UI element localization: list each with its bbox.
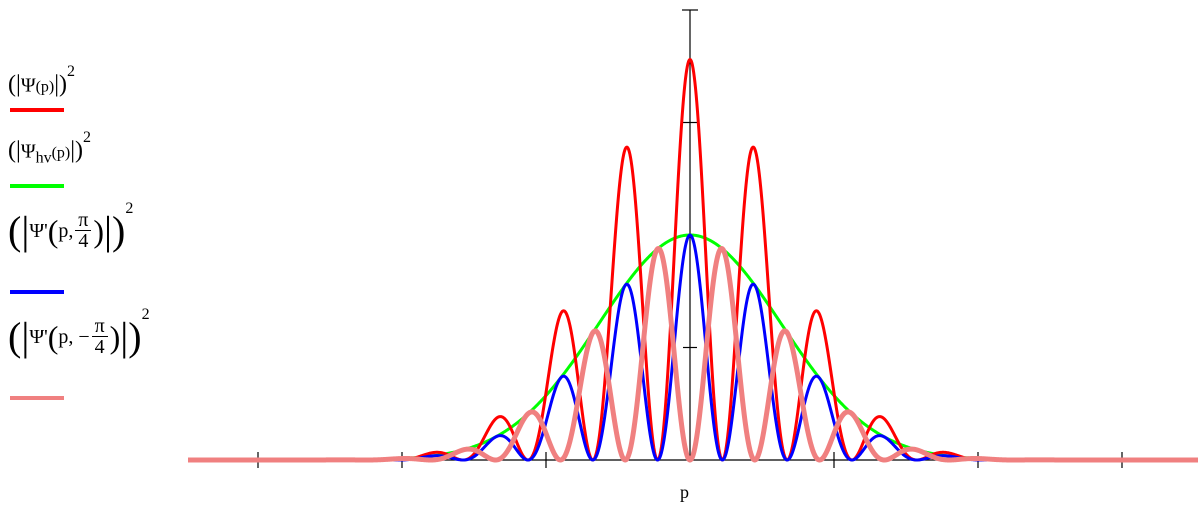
series-line-psi-prime-minus: [186, 245, 1198, 463]
legend-psi-symbol: Ψ: [20, 140, 36, 163]
curves: [186, 58, 1198, 463]
legend-entry-psi-prime-minus: (| Ψ'(p, − π 4 ) |) 2: [8, 305, 150, 359]
legend-swatch-blue: [10, 290, 64, 294]
legend-psi-subscript: hv: [35, 149, 52, 167]
legend-swatch-pink: [10, 396, 64, 400]
legend-frac-num: π: [78, 209, 89, 231]
legend-psi-symbol: Ψ': [29, 219, 48, 242]
legend-psi-arg: (p): [35, 78, 55, 96]
series-line-psi: [187, 58, 1198, 462]
legend-entry-psi: (|Ψ(p)|)2: [8, 63, 76, 98]
legend-swatch-green: [10, 184, 64, 188]
legend-psi-arg: (p): [51, 144, 71, 162]
legend-entry-psi-prime-plus: (| Ψ'(p, π 4 ) |) 2: [8, 199, 134, 253]
x-axis-label: p: [680, 482, 689, 502]
legend-frac-den: 4: [78, 230, 89, 252]
legend-exponent: 2: [83, 129, 92, 146]
legend-exponent: 2: [141, 305, 150, 323]
legend-psi-symbol: Ψ: [20, 74, 36, 97]
legend-entry-psi-hv: (|Ψhv(p)|)2: [8, 129, 92, 167]
legend-frac-num: π: [94, 315, 105, 337]
legend-exponent: 2: [67, 63, 76, 80]
legend-exponent: 2: [125, 199, 134, 217]
legend-psi-symbol: Ψ': [29, 325, 48, 348]
legend-swatch-red: [10, 108, 64, 112]
legend-frac-den: 4: [94, 336, 105, 358]
legend-arg-p: p, −: [58, 325, 90, 348]
legend-arg-p: p,: [58, 219, 74, 242]
